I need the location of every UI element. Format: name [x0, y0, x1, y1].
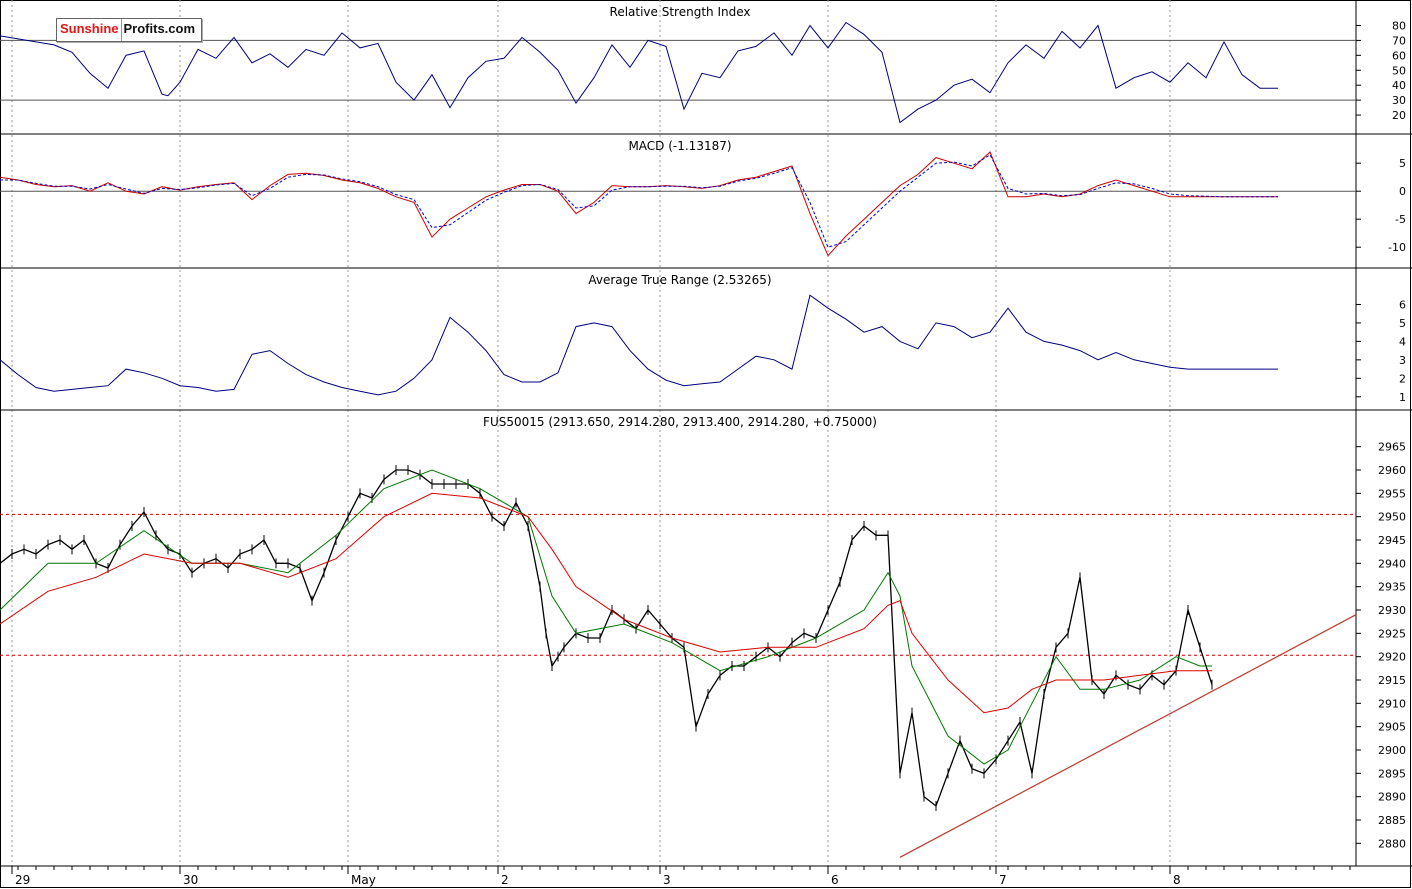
price-tick-label: 2925: [1378, 627, 1406, 640]
x-tick-label: 8: [1173, 873, 1181, 887]
price-tick-label: 2920: [1378, 651, 1406, 664]
price-tick-label: 2950: [1378, 511, 1406, 524]
price-tick-label: 2940: [1378, 557, 1406, 570]
rsi-tick-label: 50: [1392, 64, 1406, 77]
macd-tick-label: 0: [1399, 185, 1406, 198]
x-tick-label: 2: [501, 873, 509, 887]
rsi-tick-label: 40: [1392, 79, 1406, 92]
rsi-title: Relative Strength Index: [610, 5, 751, 19]
rsi-tick-label: 80: [1392, 19, 1406, 32]
rsi-tick-label: 20: [1392, 109, 1406, 122]
price-tick-label: 2930: [1378, 604, 1406, 617]
price-tick-label: 2900: [1378, 744, 1406, 757]
price-tick-label: 2935: [1378, 581, 1406, 594]
x-tick-label: 3: [663, 873, 671, 887]
price-tick-label: 2960: [1378, 464, 1406, 477]
price-series: [0, 469, 1213, 808]
price-tick-label: 2880: [1378, 837, 1406, 850]
rsi-series: [0, 21, 1278, 124]
price-tick-label: 2915: [1378, 674, 1406, 687]
sunshine-profits-logo[interactable]: Sunshine Profits.com: [56, 18, 203, 42]
rsi-tick-label: 60: [1392, 49, 1406, 62]
macd-tick-label: -5: [1395, 213, 1406, 226]
macd-title: MACD (-1.13187): [628, 139, 731, 153]
logo-part1: Sunshine: [57, 19, 122, 41]
atr-tick-label: 6: [1399, 298, 1406, 311]
price-tick-label: 2910: [1378, 697, 1406, 710]
x-tick-label: 6: [831, 873, 839, 887]
signal-series: [0, 154, 1278, 248]
macd-series: [0, 151, 1278, 257]
price-tick-label: 2885: [1378, 814, 1406, 827]
atr-tick-label: 4: [1399, 335, 1406, 348]
price-tick-label: 2905: [1378, 721, 1406, 734]
x-tick-label: 7: [999, 873, 1007, 887]
price-tick-label: 2895: [1378, 767, 1406, 780]
atr-tick-label: 1: [1399, 391, 1406, 404]
ma-fast-series: [0, 469, 1212, 765]
x-tick-label: 30: [183, 873, 198, 887]
macd-tick-label: -10: [1388, 241, 1406, 254]
price-title: FUS50015 (2913.650, 2914.280, 2913.400, …: [483, 415, 877, 429]
price-tick-label: 2945: [1378, 534, 1406, 547]
atr-tick-label: 2: [1399, 372, 1406, 385]
price-tick-label: 2890: [1378, 791, 1406, 804]
rsi-tick-label: 70: [1392, 34, 1406, 47]
atr-title: Average True Range (2.53265): [588, 273, 771, 287]
x-tick-label: 29: [15, 873, 30, 887]
macd-tick-label: 5: [1399, 157, 1406, 170]
atr-tick-label: 3: [1399, 354, 1406, 367]
atr-series: [0, 294, 1278, 396]
x-tick-label: May: [351, 873, 376, 887]
ma-slow-series: [0, 492, 1212, 714]
price-tick-label: 2955: [1378, 487, 1406, 500]
atr-tick-label: 5: [1399, 317, 1406, 330]
logo-part2: Profits.com: [121, 19, 202, 41]
price-tick-label: 2965: [1378, 441, 1406, 454]
support-trendline: [899, 614, 1357, 858]
rsi-tick-label: 30: [1392, 94, 1406, 107]
